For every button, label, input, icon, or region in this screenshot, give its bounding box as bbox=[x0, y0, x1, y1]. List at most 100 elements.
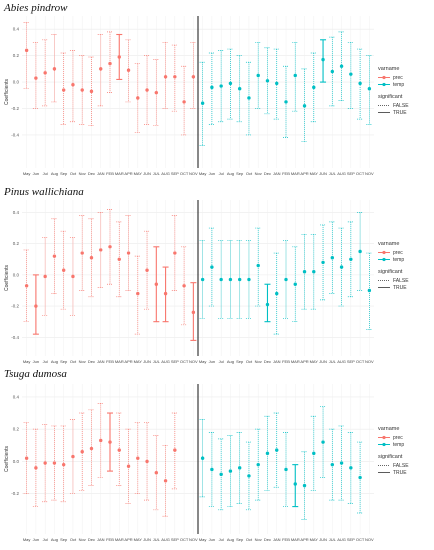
legend-key-dotted bbox=[378, 278, 390, 283]
error-bar-prec bbox=[153, 59, 160, 127]
data-point-temp bbox=[247, 474, 251, 478]
data-point-prec bbox=[24, 48, 29, 53]
error-bar-prec bbox=[162, 42, 169, 109]
data-point-temp bbox=[237, 277, 242, 282]
legend-label: TRUE bbox=[393, 284, 407, 291]
x-tick-label: Dec bbox=[264, 537, 271, 542]
chart-title: Pinus wallichiana bbox=[4, 186, 84, 198]
x-tick-label: JAN bbox=[273, 359, 281, 364]
y-tick-label: -0.2 bbox=[11, 491, 19, 496]
x-tick-label: MAR bbox=[115, 359, 124, 364]
error-bar-prec bbox=[32, 428, 39, 507]
x-tick-label: NOV bbox=[365, 359, 374, 364]
x-tick-label: JUN bbox=[143, 359, 151, 364]
x-tick-label: NOV bbox=[189, 359, 198, 364]
error-bar-temp bbox=[218, 240, 225, 319]
x-tick-label: APR bbox=[300, 171, 308, 176]
error-bar-prec bbox=[153, 435, 160, 511]
y-tick-label: -0.2 bbox=[11, 304, 19, 309]
y-tick-label: -0.4 bbox=[11, 335, 19, 340]
error-bar-temp bbox=[227, 240, 234, 319]
error-bar-prec bbox=[181, 65, 188, 136]
legend-label: prec bbox=[393, 74, 403, 81]
data-point-prec bbox=[145, 88, 149, 92]
data-point-temp bbox=[247, 277, 251, 282]
error-bar-prec bbox=[69, 237, 76, 316]
x-tick-label: Sep bbox=[236, 537, 244, 542]
x-tick-label: FEB bbox=[282, 171, 290, 176]
legend-item-temp: temp bbox=[378, 81, 409, 88]
legend-title: varname bbox=[378, 66, 400, 72]
legend-item-prec: prec bbox=[378, 74, 409, 81]
error-bar-prec bbox=[79, 412, 86, 491]
data-point-prec bbox=[108, 245, 112, 249]
data-point-prec bbox=[99, 248, 103, 252]
x-tick-label: MAR bbox=[291, 359, 300, 364]
error-bar-temp bbox=[301, 68, 308, 142]
data-point-prec bbox=[126, 464, 131, 468]
x-tick-label: JUN bbox=[319, 359, 327, 364]
data-point-prec bbox=[71, 274, 75, 279]
y-axis-label: Coefficients bbox=[4, 445, 10, 472]
x-tick-label: Oct bbox=[70, 537, 77, 542]
data-point-prec bbox=[99, 438, 103, 443]
legend: varname prec temp significant FALSE TRUE bbox=[378, 426, 409, 476]
data-point-prec bbox=[173, 75, 177, 79]
data-point-prec bbox=[80, 88, 84, 92]
data-point-prec bbox=[117, 448, 121, 452]
data-point-temp bbox=[349, 257, 353, 261]
x-tick-label: Dec bbox=[264, 171, 271, 176]
x-tick-label: Aug bbox=[51, 171, 58, 176]
legend-label: FALSE bbox=[393, 277, 409, 284]
error-bar-prec bbox=[51, 218, 58, 294]
error-bar-prec bbox=[23, 422, 30, 495]
data-point-temp bbox=[210, 467, 214, 472]
data-point-temp bbox=[256, 73, 260, 78]
error-bar-prec bbox=[88, 56, 95, 127]
x-tick-label: Dec bbox=[88, 171, 95, 176]
x-tick-label: MAY bbox=[310, 171, 319, 176]
data-point-temp bbox=[349, 466, 353, 470]
data-point-prec bbox=[43, 274, 47, 279]
error-bar-prec bbox=[88, 218, 95, 298]
legend-key-temp bbox=[378, 442, 390, 447]
x-tick-label: May bbox=[23, 359, 31, 364]
x-tick-label: JAN bbox=[273, 171, 281, 176]
legend-key-prec bbox=[378, 250, 390, 255]
data-point-prec bbox=[117, 55, 121, 59]
data-point-prec bbox=[191, 310, 196, 315]
x-tick-label: MAY bbox=[134, 537, 143, 542]
x-tick-label: APR bbox=[124, 359, 132, 364]
data-point-temp bbox=[330, 256, 335, 260]
error-bar-prec bbox=[88, 409, 95, 486]
error-bar-temp bbox=[310, 233, 317, 310]
data-point-temp bbox=[358, 249, 362, 254]
x-tick-label: Sep bbox=[236, 359, 244, 364]
data-point-temp bbox=[210, 85, 214, 90]
legend-key-prec bbox=[378, 75, 390, 80]
error-bar-temp bbox=[338, 31, 345, 101]
x-tick-label: Jun bbox=[33, 359, 39, 364]
error-bar-temp bbox=[255, 428, 262, 501]
x-tick-label: FEB bbox=[106, 171, 114, 176]
data-point-temp bbox=[293, 282, 297, 286]
x-tick-label: JAN bbox=[97, 537, 105, 542]
x-tick-label: NOV bbox=[189, 171, 198, 176]
error-bar-temp bbox=[329, 428, 336, 501]
x-tick-label: SEP bbox=[347, 537, 355, 542]
x-tick-label: Nov bbox=[255, 171, 262, 176]
x-tick-label: AUG bbox=[161, 359, 170, 364]
x-tick-label: MAY bbox=[134, 171, 143, 176]
x-tick-label: Dec bbox=[88, 537, 95, 542]
data-point-temp bbox=[200, 101, 205, 105]
data-point-temp bbox=[293, 482, 297, 486]
error-bar-prec bbox=[69, 50, 76, 123]
x-tick-label: Oct bbox=[70, 171, 77, 176]
error-bar-temp bbox=[236, 432, 243, 504]
data-point-prec bbox=[34, 76, 38, 80]
x-tick-label: Jun bbox=[33, 537, 39, 542]
data-point-temp bbox=[339, 265, 344, 269]
data-point-temp bbox=[367, 288, 372, 293]
error-bar-temp bbox=[245, 240, 252, 319]
